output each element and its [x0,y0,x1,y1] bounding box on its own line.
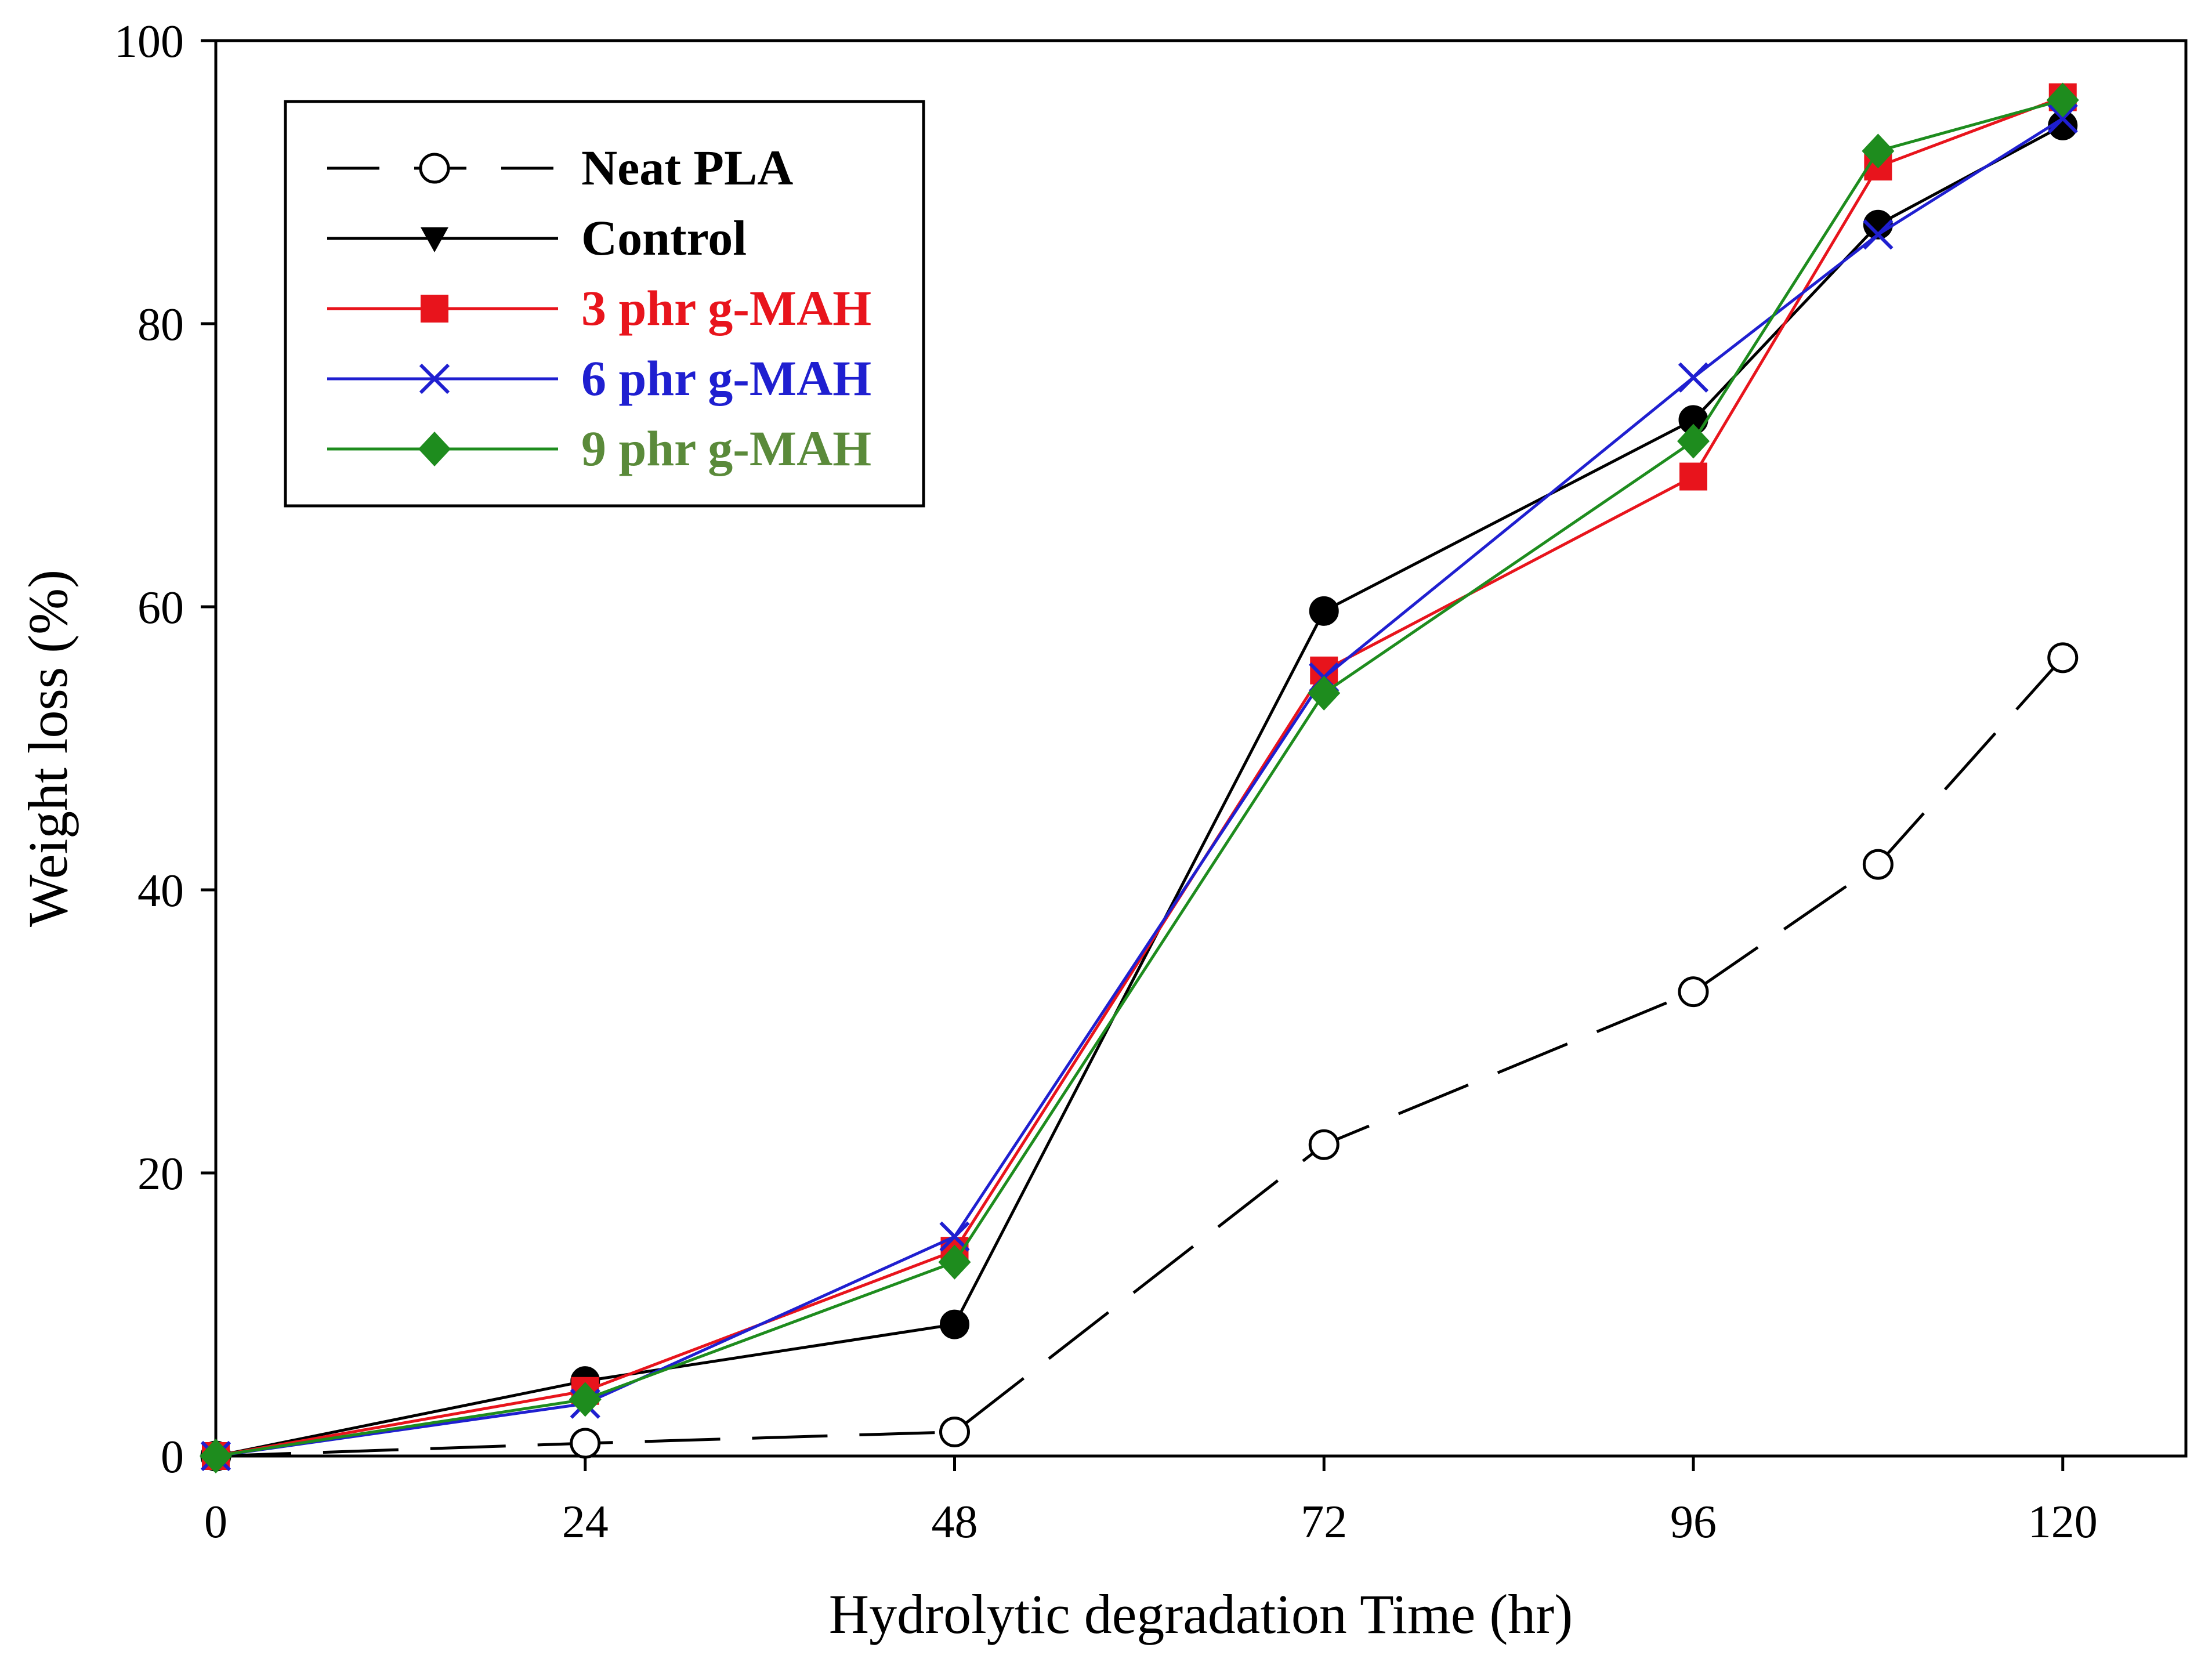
legend-label: Neat PLA [581,140,793,195]
legend-box [284,100,925,508]
y-tick-label: 80 [137,299,184,350]
data-point [1678,362,1709,393]
data-point [1677,423,1710,459]
x-tick-label: 120 [2028,1497,2098,1548]
legend-label: 3 phr g-MAH [581,280,871,336]
legend-entry: Control [327,210,747,266]
data-point [2047,642,2079,673]
legend-entry: 3 phr g-MAH [327,280,871,336]
y-tick-label: 40 [137,865,184,917]
legend-marker [419,363,450,394]
x-marker-stroke [1678,362,1709,393]
data-point [570,1428,601,1459]
data-point [1863,219,1894,250]
series-9-phr-g-mah [200,82,2079,1473]
data-point [200,1439,232,1473]
y-tick-label: 60 [137,582,184,633]
x-tick-label: 96 [1670,1497,1717,1548]
data-point [1862,849,1894,880]
legend-label: 6 phr g-MAH [581,350,871,406]
legend: Neat PLA Control 3 phr g-MAH 6 phr g-MAH 9 p… [284,100,925,508]
x-marker-stroke [939,1221,970,1252]
data-point [939,1417,970,1448]
axis-ticks: 0 24 48 72 96 120 0 20 40 60 80 100 [114,16,2098,1548]
data-point [938,1244,971,1280]
legend-label: 9 phr g-MAH [581,421,871,476]
x-tick-label: 72 [1301,1497,1347,1548]
series-group [200,82,2079,1473]
legend-entry: 6 phr g-MAH [327,350,871,406]
legend-marker [421,227,448,252]
legend-marker [419,153,450,184]
y-tick-label: 100 [114,16,184,67]
data-point [1309,596,1339,626]
x-tick-label: 0 [204,1497,227,1548]
x-marker-stroke [1863,219,1894,250]
legend-entry: 9 phr g-MAH [327,421,871,476]
x-axis-title: Hydrolytic degradation Time (hr) [829,1583,1573,1645]
legend-label: Control [581,210,747,266]
data-point [569,1382,602,1417]
x-tick-label: 24 [562,1497,609,1548]
legend-marker [421,295,448,323]
plot-frame [214,39,2188,1458]
data-point [1679,462,1707,491]
data-point [1308,1129,1339,1160]
x-marker-stroke [2047,103,2078,134]
legend-entry: Neat PLA [327,140,793,195]
data-point [2047,103,2078,134]
data-point [1308,675,1341,711]
plot-border [214,39,2188,1458]
x-tick-label: 48 [932,1497,978,1548]
data-point [940,1309,969,1339]
x-marker-stroke [419,363,450,394]
y-tick-label: 20 [137,1149,184,1200]
legend-marker [418,432,451,466]
data-point [1862,133,1895,169]
series-neat-pla [200,642,2079,1472]
data-point [2046,82,2079,118]
data-point [1678,976,1709,1008]
y-tick-label: 0 [161,1432,184,1483]
y-axis-title: Weight loss (%) [17,570,79,927]
